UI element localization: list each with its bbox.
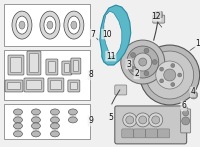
Ellipse shape xyxy=(12,11,32,39)
Bar xyxy=(117,108,185,142)
Ellipse shape xyxy=(50,117,59,123)
Circle shape xyxy=(152,116,160,124)
Ellipse shape xyxy=(31,131,40,137)
FancyBboxPatch shape xyxy=(134,129,146,138)
Text: 5: 5 xyxy=(108,113,113,122)
FancyBboxPatch shape xyxy=(115,106,187,144)
Circle shape xyxy=(126,116,134,124)
FancyBboxPatch shape xyxy=(29,54,38,72)
Ellipse shape xyxy=(50,123,59,129)
Circle shape xyxy=(146,51,194,99)
Circle shape xyxy=(182,117,190,125)
Circle shape xyxy=(123,113,137,127)
FancyBboxPatch shape xyxy=(48,62,55,72)
Circle shape xyxy=(156,61,184,89)
Circle shape xyxy=(171,82,175,86)
FancyBboxPatch shape xyxy=(155,12,162,18)
FancyBboxPatch shape xyxy=(68,80,80,92)
Ellipse shape xyxy=(13,131,22,137)
FancyBboxPatch shape xyxy=(73,61,78,71)
Circle shape xyxy=(149,113,163,127)
Circle shape xyxy=(178,73,182,77)
Ellipse shape xyxy=(13,123,22,129)
FancyBboxPatch shape xyxy=(122,129,134,138)
Circle shape xyxy=(139,58,147,66)
Circle shape xyxy=(160,67,164,71)
Circle shape xyxy=(164,69,176,81)
FancyBboxPatch shape xyxy=(26,81,41,90)
FancyBboxPatch shape xyxy=(5,80,23,92)
FancyBboxPatch shape xyxy=(64,64,69,72)
Ellipse shape xyxy=(31,117,40,123)
FancyBboxPatch shape xyxy=(7,82,20,90)
FancyBboxPatch shape xyxy=(50,81,61,90)
Text: 1: 1 xyxy=(195,39,200,47)
Ellipse shape xyxy=(68,16,80,34)
Circle shape xyxy=(144,71,149,76)
Circle shape xyxy=(134,53,152,71)
Ellipse shape xyxy=(68,109,77,115)
FancyBboxPatch shape xyxy=(146,129,158,138)
FancyBboxPatch shape xyxy=(48,78,64,92)
Text: 8: 8 xyxy=(88,71,93,80)
FancyBboxPatch shape xyxy=(46,59,58,75)
Circle shape xyxy=(139,116,147,124)
Circle shape xyxy=(140,45,200,105)
Ellipse shape xyxy=(31,123,40,129)
Circle shape xyxy=(171,64,175,67)
Bar xyxy=(4,50,90,100)
Ellipse shape xyxy=(31,109,40,115)
Text: 6: 6 xyxy=(181,101,186,110)
Text: 12: 12 xyxy=(151,12,160,21)
Ellipse shape xyxy=(16,16,28,34)
Circle shape xyxy=(127,46,159,78)
Ellipse shape xyxy=(68,117,77,123)
Polygon shape xyxy=(100,5,131,65)
Text: 4: 4 xyxy=(190,87,195,96)
Ellipse shape xyxy=(44,16,56,34)
FancyBboxPatch shape xyxy=(70,82,77,90)
Circle shape xyxy=(131,52,136,57)
Text: 11: 11 xyxy=(106,52,116,61)
FancyBboxPatch shape xyxy=(24,78,44,92)
FancyBboxPatch shape xyxy=(181,109,191,133)
FancyBboxPatch shape xyxy=(153,15,165,23)
FancyBboxPatch shape xyxy=(115,85,127,95)
Circle shape xyxy=(192,93,196,97)
Circle shape xyxy=(144,48,149,53)
Ellipse shape xyxy=(13,109,22,115)
Text: 3: 3 xyxy=(126,60,131,69)
Ellipse shape xyxy=(50,131,59,137)
Circle shape xyxy=(152,60,157,65)
Ellipse shape xyxy=(40,11,60,39)
Circle shape xyxy=(183,110,189,116)
FancyBboxPatch shape xyxy=(27,51,41,75)
Bar xyxy=(4,4,90,46)
Text: 2: 2 xyxy=(134,70,139,78)
FancyBboxPatch shape xyxy=(8,55,24,75)
FancyBboxPatch shape xyxy=(158,129,170,138)
Circle shape xyxy=(131,67,136,72)
Ellipse shape xyxy=(71,21,77,29)
Circle shape xyxy=(136,113,150,127)
Text: 10: 10 xyxy=(102,30,112,39)
Ellipse shape xyxy=(19,21,25,29)
Polygon shape xyxy=(104,11,122,57)
FancyBboxPatch shape xyxy=(71,58,81,74)
Circle shape xyxy=(190,91,198,99)
Ellipse shape xyxy=(64,11,84,39)
FancyBboxPatch shape xyxy=(10,57,21,72)
Text: 7: 7 xyxy=(90,30,95,39)
Bar xyxy=(4,104,90,139)
Ellipse shape xyxy=(50,109,59,115)
Circle shape xyxy=(160,79,164,83)
FancyBboxPatch shape xyxy=(62,61,72,75)
Ellipse shape xyxy=(47,21,53,29)
Ellipse shape xyxy=(13,117,22,123)
Circle shape xyxy=(121,40,165,84)
Text: 9: 9 xyxy=(88,116,93,125)
